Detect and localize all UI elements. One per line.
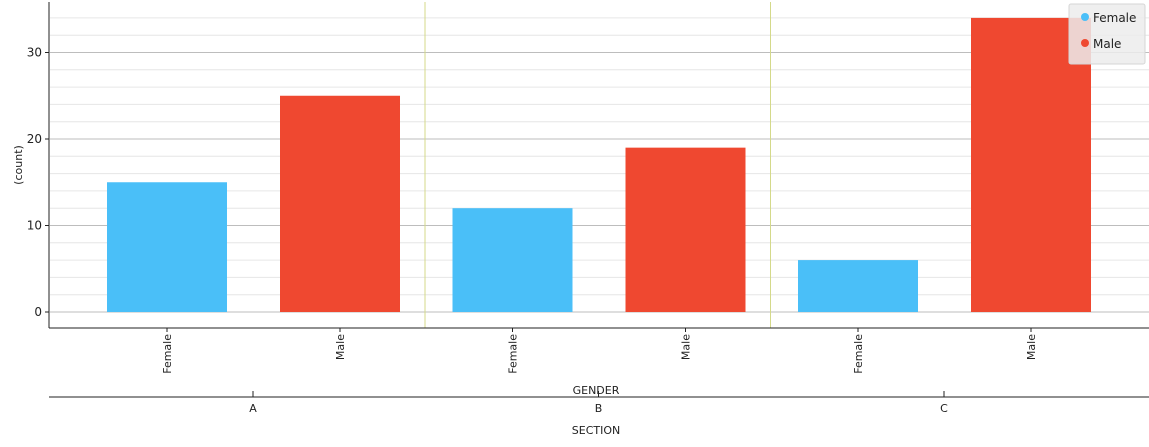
bar-b-female: [452, 208, 573, 312]
section-label: C: [940, 402, 948, 415]
legend-label-female: Female: [1093, 11, 1136, 25]
grid-lines: [50, 17, 1149, 313]
category-label: Male: [680, 334, 693, 360]
category-label: Female: [161, 334, 174, 374]
y-tick-label: 10: [27, 219, 42, 233]
legend: Female Male: [1068, 3, 1146, 65]
y-tick-label: 20: [27, 132, 42, 146]
bar-a-male: [280, 95, 400, 312]
section-labels: A B C: [249, 391, 948, 415]
section-label: A: [249, 402, 257, 415]
section-axis-title: SECTION: [572, 424, 620, 437]
y-tick-label: 0: [34, 305, 42, 319]
bar-c-female: [798, 260, 918, 312]
legend-swatch-female: [1081, 13, 1089, 21]
group-separators: [424, 2, 771, 328]
category-label: Male: [1025, 334, 1038, 360]
bar-b-male: [625, 147, 746, 312]
bar-c-male: [971, 17, 1091, 313]
legend-swatch-male: [1081, 39, 1089, 47]
section-label: B: [595, 402, 603, 415]
category-label: Female: [852, 334, 865, 374]
legend-label-male: Male: [1093, 37, 1121, 51]
bars: [107, 17, 1091, 313]
gender-axis-title: GENDER: [573, 384, 620, 397]
y-axis-title: (count): [12, 145, 25, 185]
y-tick-labels: 0 10 20 30: [27, 46, 49, 319]
category-label: Female: [507, 334, 520, 374]
bar-a-female: [107, 182, 227, 312]
y-tick-label: 30: [27, 46, 42, 60]
category-label: Male: [334, 334, 347, 360]
category-labels: Female Male Female Male Female Male: [161, 328, 1038, 374]
